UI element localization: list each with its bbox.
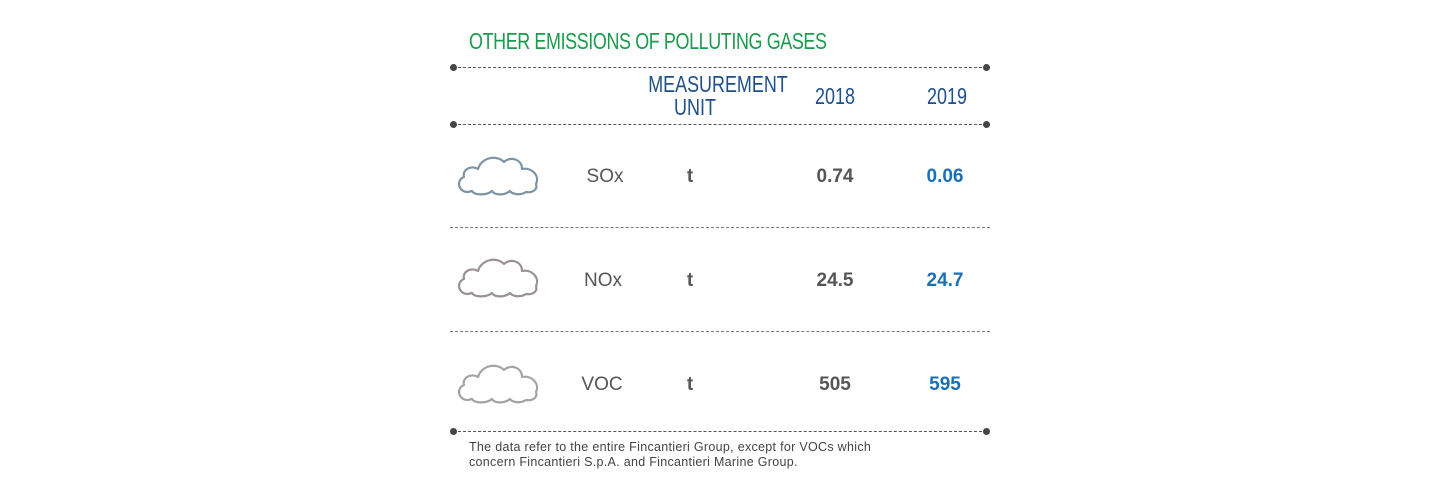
- value-2019-sox: 0.06: [926, 166, 964, 187]
- header-divider: [450, 121, 990, 128]
- row-divider: [450, 331, 990, 332]
- header-unit-line2: UNIT: [674, 94, 716, 120]
- value-2018-nox: 24.5: [816, 270, 854, 291]
- gas-label-voc: VOC: [581, 374, 623, 395]
- footnote-line1: The data refer to the entire Fincantieri…: [469, 440, 872, 454]
- gas-label-nox: NOx: [584, 270, 622, 291]
- header-year-2018: 2018: [815, 83, 855, 109]
- unit-nox: t: [686, 270, 694, 291]
- cloud-icon: [458, 364, 539, 404]
- table-title: OTHER EMISSIONS OF POLLUTING GASES: [469, 28, 827, 54]
- unit-sox: t: [686, 166, 694, 187]
- value-2018-voc: 505: [819, 374, 851, 395]
- row-divider: [450, 227, 990, 228]
- bottom-divider: [450, 428, 990, 435]
- cloud-icon: [458, 156, 539, 196]
- header-year-2019: 2019: [927, 83, 967, 109]
- unit-voc: t: [686, 374, 694, 395]
- header-unit-line1: MEASUREMENT: [648, 71, 788, 97]
- top-divider: [450, 64, 990, 71]
- footnote: The data refer to the entire Fincantieri…: [469, 440, 871, 470]
- footnote-line2: concern Fincantieri S.p.A. and Fincantie…: [469, 455, 798, 469]
- value-2019-voc: 595: [929, 374, 961, 395]
- gas-label-sox: SOx: [586, 166, 624, 187]
- cloud-icon: [458, 258, 539, 298]
- value-2019-nox: 24.7: [926, 270, 964, 291]
- header-measurement-unit: MEASUREMENT UNIT: [648, 71, 788, 120]
- value-2018-sox: 0.74: [816, 166, 854, 187]
